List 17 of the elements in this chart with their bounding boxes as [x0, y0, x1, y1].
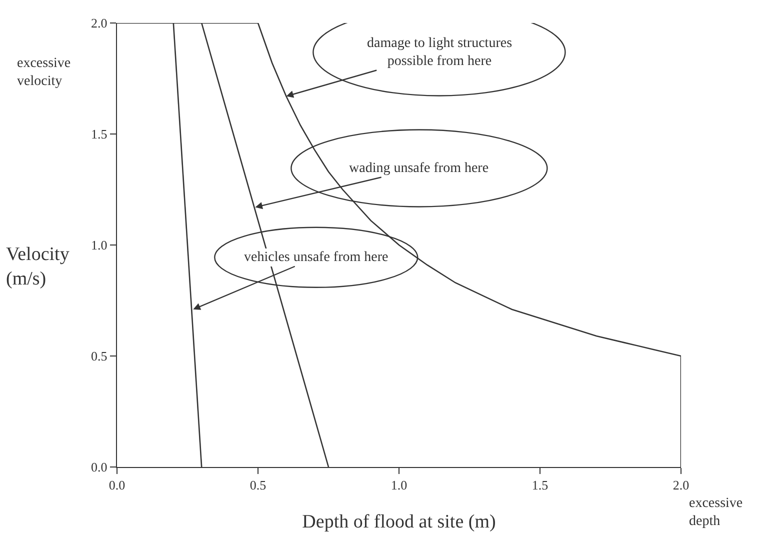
x-tick-label: 2.0	[672, 478, 690, 493]
text: excessive velocity	[17, 56, 71, 90]
annotation: wading unsafe from here	[349, 161, 489, 176]
annotation: damage to light structures possible from here	[367, 36, 512, 70]
y-tick-label: 1.5	[91, 126, 108, 142]
y-tick-label: 1.0	[91, 238, 108, 253]
x-tick-label: 0.0	[108, 478, 126, 493]
x-tick-label: 1.0	[390, 478, 408, 493]
x-axis-title: Depth of flood at site (m)	[302, 512, 496, 532]
x-tick-label: 0.5	[250, 478, 266, 493]
y-tick-label: 2.0	[91, 16, 108, 31]
text: excessive depth	[689, 496, 743, 530]
annotation: vehicles unsafe from here	[244, 250, 388, 265]
y-axis-title: Velocity (m/s)	[6, 244, 70, 290]
y-tick-label: 0.0	[91, 460, 108, 475]
x-tick-label: 1.5	[532, 478, 548, 493]
y-tick-label: 0.5	[91, 348, 108, 364]
